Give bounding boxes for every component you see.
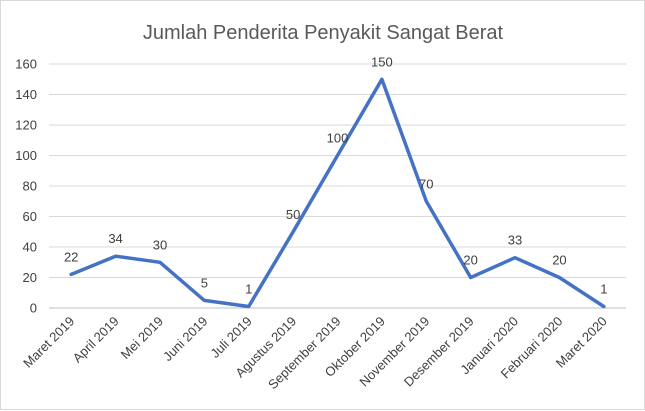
y-tick-label: 40 [23,240,37,255]
data-label: 33 [508,233,522,248]
data-label: 1 [245,281,252,296]
y-tick-label: 0 [30,301,37,316]
y-tick-label: 100 [15,148,37,163]
data-label: 50 [286,207,300,222]
x-tick-label: Juni 2019 [160,314,210,364]
y-tick-label: 140 [15,87,37,102]
data-label: 1 [600,281,607,296]
series-layer [71,79,604,306]
y-tick-label: 160 [15,57,37,72]
x-tick-label: April 2019 [70,314,122,366]
data-label: 150 [371,54,393,69]
x-tick-label: Mei 2019 [118,314,166,362]
data-label: 22 [64,249,78,264]
series-line [71,79,604,306]
y-tick-label: 120 [15,118,37,133]
data-label: 70 [419,176,433,191]
y-tick-label: 80 [23,179,37,194]
data-label: 30 [153,237,167,252]
y-tick-label: 20 [23,270,37,285]
y-axis: 0 20 40 60 80 100 120 140 160 [15,57,37,316]
data-label: 20 [463,253,477,268]
data-label: 34 [108,231,122,246]
chart-title: Jumlah Penderita Penyakit Sangat Berat [143,22,504,44]
data-label: 100 [327,131,349,146]
gridlines [49,64,626,308]
x-tick-label: Maret 2019 [20,314,77,371]
y-tick-label: 60 [23,209,37,224]
data-label: 20 [552,253,566,268]
data-label: 5 [201,275,208,290]
